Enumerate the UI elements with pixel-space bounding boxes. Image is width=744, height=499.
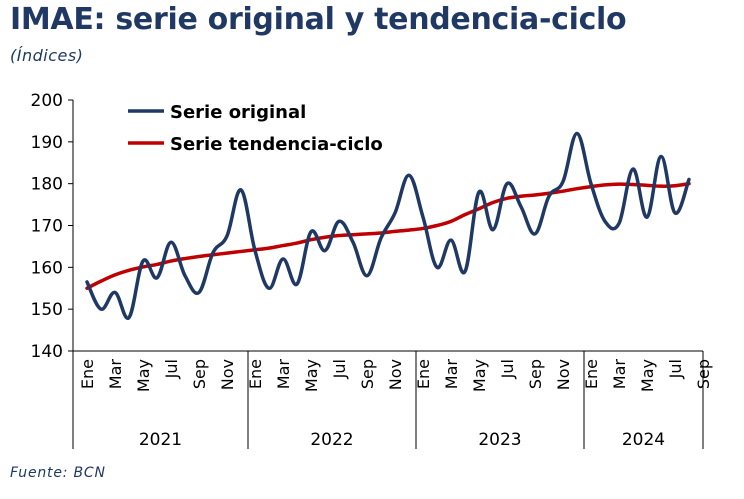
chart-subtitle: (Índices)	[10, 46, 84, 65]
series-line-trend	[85, 181, 691, 290]
year-label: 2022	[310, 430, 353, 450]
legend-label-original: Serie original	[170, 102, 306, 123]
y-tick-label: 150	[31, 300, 63, 320]
x-tick-label: Mar	[610, 359, 629, 390]
series-line-original	[85, 131, 691, 320]
x-tick-label: May	[302, 359, 321, 392]
series-lines	[85, 131, 691, 320]
x-tick-label: Jul	[666, 359, 685, 379]
x-tick-label: Sep	[190, 359, 209, 389]
x-tick-label: Mar	[106, 359, 125, 390]
y-tick-label: 170	[31, 217, 63, 237]
x-tick-label: Jul	[498, 359, 517, 379]
year-label: 2023	[478, 430, 521, 450]
year-label: 2024	[622, 430, 665, 450]
x-tick-label: Nov	[218, 359, 237, 390]
year-labels: 2021 2022 2023 2024	[72, 351, 704, 450]
x-tick-label: Jul	[330, 359, 349, 379]
legend-label-trend: Serie tendencia-ciclo	[170, 134, 383, 155]
x-tick-label: Mar	[442, 359, 461, 390]
y-axis-ticks: 140 150 160 170 180 190 200	[31, 91, 73, 362]
legend: Serie original Serie tendencia-ciclo	[128, 102, 383, 155]
x-tick-label: Mar	[274, 359, 293, 390]
y-tick-label: 160	[31, 258, 63, 278]
y-tick-label: 200	[31, 91, 63, 111]
x-axis-ticks: Ene Mar May Jul Sep Nov Ene Mar May Jul Sep Nov Ene M…	[78, 359, 713, 393]
x-tick-label: Ene	[246, 359, 265, 389]
chart-title: IMAE: serie original y tendencia-ciclo	[10, 2, 627, 37]
x-tick-label: Sep	[526, 359, 545, 389]
x-tick-label: Nov	[386, 359, 405, 390]
y-tick-label: 180	[31, 175, 63, 195]
x-tick-label: May	[638, 359, 657, 392]
x-tick-label: Ene	[582, 359, 601, 389]
y-tick-label: 140	[31, 342, 63, 362]
x-tick-label: Ene	[414, 359, 433, 389]
x-tick-label: Sep	[358, 359, 377, 389]
x-tick-label: Jul	[162, 359, 181, 379]
x-tick-label: Nov	[554, 359, 573, 390]
x-tick-label: Ene	[78, 359, 97, 389]
source-note: Fuente: BCN	[10, 465, 106, 481]
year-label: 2021	[139, 430, 182, 450]
y-tick-label: 190	[31, 133, 63, 153]
x-tick-label: May	[134, 359, 153, 392]
x-tick-label: May	[470, 359, 489, 392]
